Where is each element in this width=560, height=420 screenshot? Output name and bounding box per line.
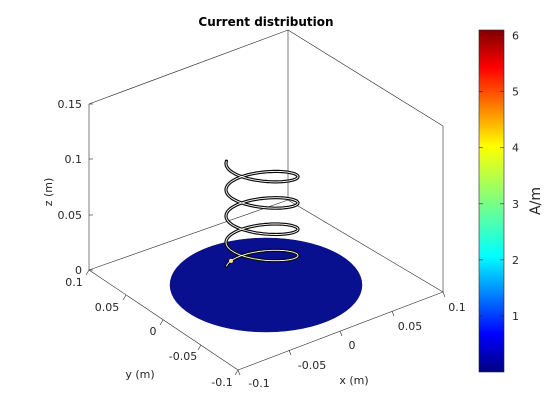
colorbar-tick-label: 1 <box>512 310 519 323</box>
y-tick-label: -0.05 <box>169 350 197 363</box>
x-tick-label: 0.05 <box>398 320 423 333</box>
z-tick-label: 0.05 <box>58 209 83 222</box>
colorbar-tick-label: 4 <box>512 142 519 155</box>
colorbar-gradient <box>478 29 505 373</box>
x-tick-label: -0.1 <box>248 377 269 390</box>
y-tick-label: 0.1 <box>65 276 83 289</box>
z-tick-label: 0.1 <box>65 153 83 166</box>
colorbar-label: A/m <box>528 187 544 215</box>
z-tick-label: 0 <box>75 264 82 277</box>
y-axis: 0.1 0.05 0 -0.05 -0.1 y (m) <box>65 269 239 389</box>
y-tick-label: -0.1 <box>211 376 232 389</box>
y-tick-label: 0 <box>150 325 157 338</box>
helix-antenna <box>224 159 300 268</box>
x-tick-label: -0.05 <box>298 359 326 372</box>
colorbar-tick-label: 3 <box>512 198 519 211</box>
x-tick-label: 0 <box>349 339 356 352</box>
colorbar-tick-label: 6 <box>512 30 519 43</box>
x-axis-label: x (m) <box>339 374 368 387</box>
chart-title: Current distribution <box>198 15 333 29</box>
helix-wire-highlight <box>225 161 299 267</box>
colorbar-tick-label: 5 <box>512 86 519 99</box>
ground-disc <box>169 237 363 333</box>
y-axis-label: y (m) <box>125 368 154 381</box>
feed-point <box>229 258 234 263</box>
z-axis: 0.15 0.1 0.05 0 z (m) <box>42 98 93 277</box>
z-axis-label: z (m) <box>42 178 55 207</box>
colorbar-tick-label: 2 <box>512 254 519 267</box>
x-tick-label: 0.1 <box>448 301 466 314</box>
y-tick-label: 0.05 <box>95 301 120 314</box>
colorbar: 1 2 3 4 5 6 A/m <box>478 29 544 373</box>
axes-box <box>88 29 444 371</box>
z-tick-label: 0.15 <box>58 98 83 111</box>
x-axis: -0.1 -0.05 0 0.05 0.1 x (m) <box>237 291 466 390</box>
